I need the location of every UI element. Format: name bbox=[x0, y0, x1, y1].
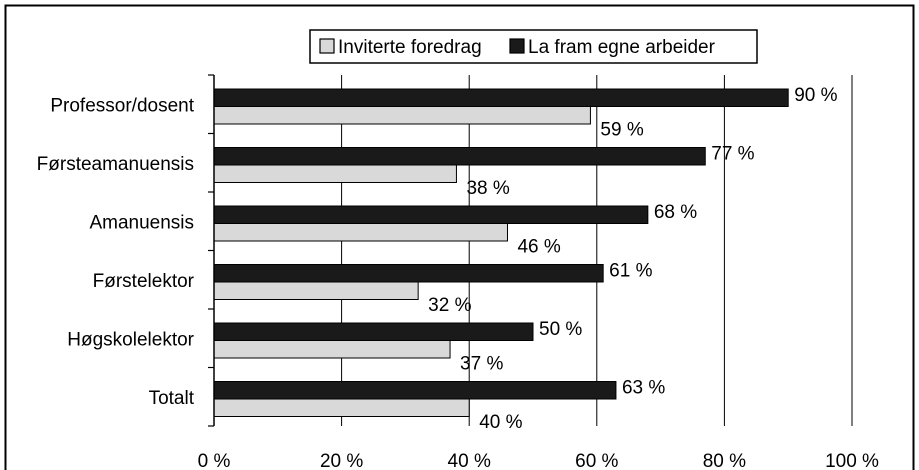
category-label-1: Førsteamanuensis bbox=[37, 154, 194, 175]
legend-swatch-series-1 bbox=[319, 38, 335, 54]
x-tick-label-2: 40 % bbox=[448, 451, 491, 470]
category-label-3: Førstelektor bbox=[93, 271, 195, 292]
legend-swatch-series-2 bbox=[509, 38, 525, 54]
bar-series-1-1 bbox=[213, 164, 457, 183]
category-label-0: Professor/dosent bbox=[50, 95, 194, 116]
data-label-series-1-3: 32 % bbox=[428, 295, 471, 316]
data-label-series-1-0: 59 % bbox=[600, 120, 643, 141]
data-label-series-1-2: 46 % bbox=[517, 237, 560, 258]
data-label-series-1-1: 38 % bbox=[466, 178, 509, 199]
bar-series-1-5 bbox=[213, 398, 470, 417]
category-label-4: Høgskolelektor bbox=[67, 329, 194, 350]
category-label-5: Totalt bbox=[149, 388, 195, 409]
bar-series-1-2 bbox=[213, 223, 508, 242]
x-tick-label-3: 60 % bbox=[575, 451, 618, 470]
bar-series-2-5 bbox=[213, 381, 617, 400]
legend-label-series-2: La fram egne arbeider bbox=[528, 37, 716, 58]
bar-series-2-3 bbox=[213, 264, 604, 283]
x-tick-label-1: 20 % bbox=[320, 451, 363, 470]
bar-series-2-1 bbox=[213, 147, 706, 166]
bar-series-1-4 bbox=[213, 340, 451, 359]
bar-series-1-0 bbox=[213, 106, 591, 125]
x-tick-label-0: 0 % bbox=[198, 451, 231, 470]
y-axis: Professor/dosent Førsteamanuensis Amanuens… bbox=[37, 74, 215, 427]
x-axis: 0 % 20 % 40 % 60 % 80 % 100 % bbox=[198, 451, 879, 470]
legend: Inviterte foredrag La fram egne arbeider bbox=[309, 29, 758, 64]
data-label-series-2-1: 77 % bbox=[711, 144, 754, 165]
bar-series-1-3 bbox=[213, 281, 419, 300]
bar-series-2-0 bbox=[213, 88, 789, 107]
data-label-series-1-5: 40 % bbox=[479, 412, 522, 433]
data-label-series-2-5: 63 % bbox=[622, 378, 665, 399]
data-label-series-2-0: 90 % bbox=[794, 85, 837, 106]
bar-series-2-2 bbox=[213, 205, 649, 224]
legend-box bbox=[309, 29, 758, 64]
x-tick-label-5: 100 % bbox=[825, 451, 879, 470]
data-label-series-2-2: 68 % bbox=[654, 202, 697, 223]
data-label-series-1-4: 37 % bbox=[460, 354, 503, 375]
bar-series-2-4 bbox=[213, 322, 534, 341]
category-label-2: Amanuensis bbox=[89, 212, 194, 233]
bars: 90 % 59 % 77 % 38 % 68 % 46 % 61 % 32 % 50 % 37 %… bbox=[213, 85, 838, 433]
data-label-series-2-3: 61 % bbox=[609, 261, 652, 282]
x-tick-label-4: 80 % bbox=[703, 451, 746, 470]
gridlines bbox=[341, 75, 853, 426]
legend-label-series-1: Inviterte foredrag bbox=[338, 37, 482, 58]
data-label-series-2-4: 50 % bbox=[539, 319, 582, 340]
